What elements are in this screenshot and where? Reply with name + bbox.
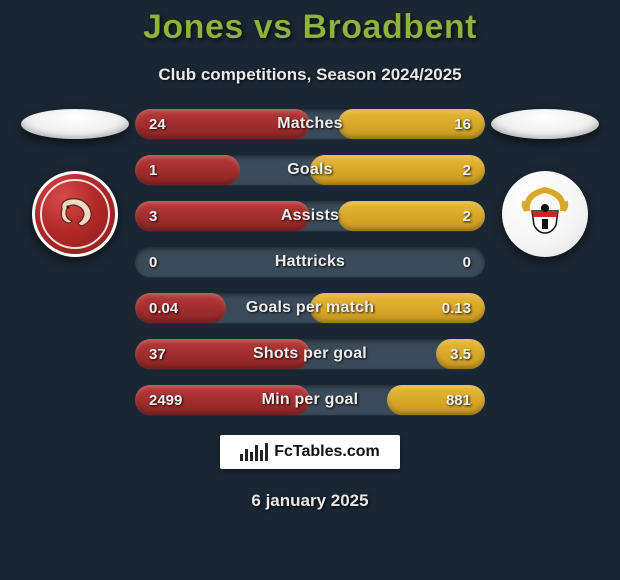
bar-fill-left (135, 339, 310, 369)
bar-fill-left (135, 293, 226, 323)
bar-fill-right (310, 293, 485, 323)
stat-row-assists: 3 Assists 2 (135, 201, 485, 231)
bar-fill-left (135, 155, 240, 185)
stat-row-goals: 1 Goals 2 (135, 155, 485, 185)
comparison-card: Jones vs Broadbent Club competitions, Se… (0, 0, 620, 580)
right-club-crest (502, 171, 588, 257)
stats-bars: 24 Matches 16 1 Goals 2 3 Assists 2 (135, 109, 485, 415)
bar-fill-left (135, 385, 310, 415)
content-row: 24 Matches 16 1 Goals 2 3 Assists 2 (0, 109, 620, 415)
stat-row-hattricks: 0 Hattricks 0 (135, 247, 485, 277)
bar-fill-right (338, 109, 485, 139)
stat-row-shots-per-goal: 37 Shots per goal 3.5 (135, 339, 485, 369)
bar-fill-right (338, 201, 485, 231)
viking-crest-icon (512, 181, 578, 247)
bar-fill-right (310, 155, 485, 185)
stat-label: Hattricks (135, 247, 485, 277)
left-player-column (15, 109, 135, 257)
bar-fill-right (387, 385, 485, 415)
shrimp-icon (50, 189, 100, 239)
brand-bars-icon (240, 443, 268, 461)
left-ellipse (21, 109, 129, 139)
bar-fill-right (436, 339, 485, 369)
date-label: 6 january 2025 (251, 491, 368, 511)
subtitle: Club competitions, Season 2024/2025 (158, 65, 461, 85)
stat-row-matches: 24 Matches 16 (135, 109, 485, 139)
right-player-column (485, 109, 605, 257)
bar-fill-left (135, 109, 310, 139)
brand-text: FcTables.com (274, 443, 380, 461)
brand-badge: FcTables.com (220, 435, 400, 469)
bar-fill-left (135, 201, 310, 231)
stat-right-value: 0 (463, 247, 471, 277)
page-title: Jones vs Broadbent (143, 8, 477, 47)
stat-left-value: 0 (149, 247, 157, 277)
stat-row-min-per-goal: 2499 Min per goal 881 (135, 385, 485, 415)
stat-row-goals-per-match: 0.04 Goals per match 0.13 (135, 293, 485, 323)
left-club-crest (32, 171, 118, 257)
right-ellipse (491, 109, 599, 139)
